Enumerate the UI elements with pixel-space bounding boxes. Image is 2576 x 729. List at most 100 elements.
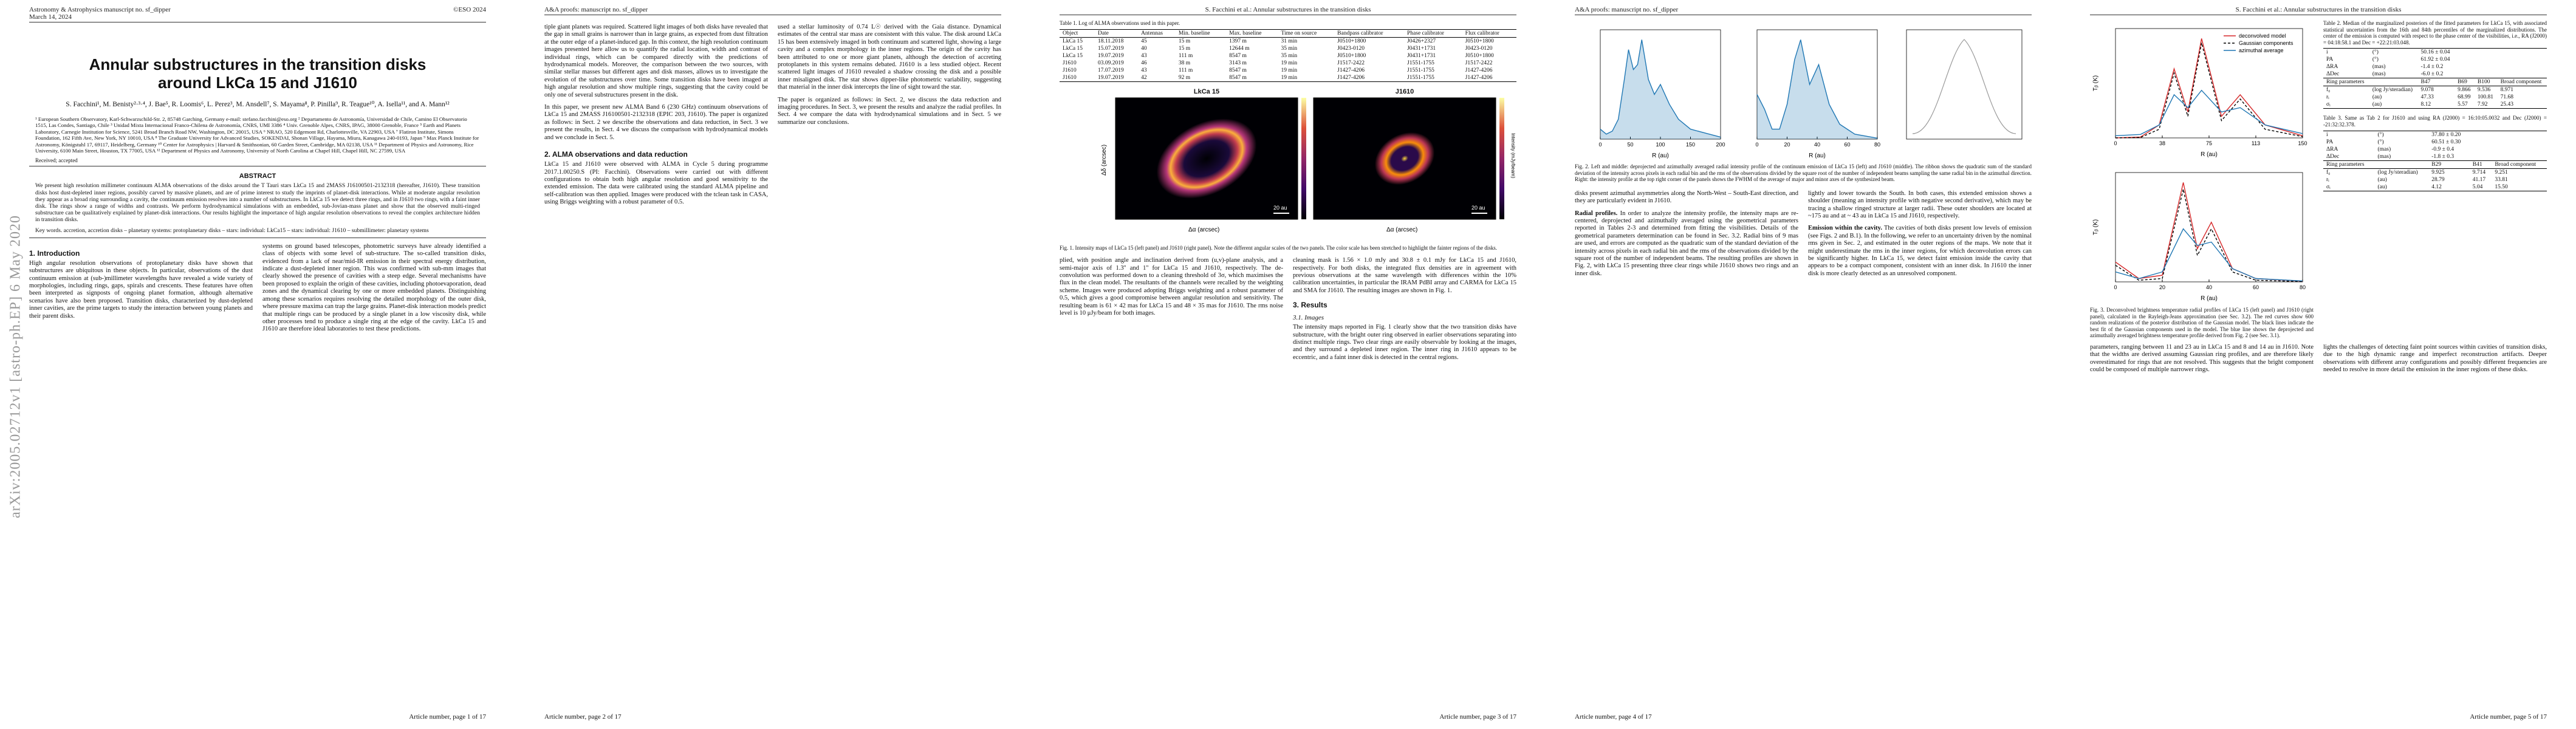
running-header: Astronomy & Astrophysics manuscript no. …: [29, 6, 486, 22]
running-header: S. Facchini et al.: Annular substructure…: [2090, 6, 2547, 15]
table-cell: J0431+1731: [1407, 52, 1436, 59]
table-cell: i: [2326, 131, 2328, 138]
series-line: [2115, 228, 2303, 282]
table-row: i (°) 50.16 ± 0.04: [2323, 49, 2547, 56]
table-cell: 38 m: [1178, 60, 1191, 66]
table-cell: 35 min: [1281, 52, 1298, 59]
table-cell: 92 m: [1178, 74, 1191, 81]
table-cell: 8547 m: [1229, 52, 1247, 59]
page-footer: Article number, page 4 of 17: [1575, 713, 1652, 720]
x-tick-label: 20: [1784, 142, 1790, 148]
table-cell: J0510+1800: [1465, 52, 1494, 59]
x-tick-label: 200: [1716, 142, 1725, 148]
table-cell: rᵢ: [2326, 94, 2329, 101]
table-cell: 17.07.2019: [1097, 67, 1124, 74]
paragraph-title: Emission within the cavity.: [1808, 225, 1882, 232]
table-row: LkCa 15 18.11.2018 45 15 m 1397 m 31 min J0510…: [1060, 37, 1516, 45]
j1610-params-table: i (°) 37.80 ± 0.20 PA (°) 60.51 ± 0.30 ΔRA (mas…: [2323, 130, 2547, 191]
table-cell: 25.43: [2500, 101, 2513, 108]
table-cell: -0.9 ± 0.4: [2431, 146, 2454, 152]
table-cell: 9.714: [2472, 169, 2486, 176]
table-cell: -1.4 ± 0.2: [2420, 64, 2444, 70]
table-cell: 37.80 ± 0.20: [2431, 131, 2461, 138]
section-heading: 2. ALMA observations and data reduction: [544, 150, 688, 159]
legend-label: deconvolved model: [2239, 33, 2286, 39]
received-line: Received; accepted: [35, 157, 78, 164]
running-header: A&A proofs: manuscript no. sf_dipper: [1575, 6, 2032, 15]
x-axis-label: R (au): [2201, 295, 2218, 302]
table-cell: J0426+2327: [1407, 38, 1436, 44]
table-cell: 9.866: [2458, 87, 2471, 94]
affiliations: ¹ European Southern Observatory, Karl-Sc…: [35, 116, 479, 154]
copyright: ©ESO 2024: [453, 6, 486, 13]
page-2: A&A proofs: manuscript no. sf_dipper tip…: [515, 0, 1030, 729]
series-line: [2115, 38, 2303, 139]
section-heading: 1. Introduction: [29, 248, 80, 258]
body-text: parameters, ranging between 11 and 23 au…: [2090, 343, 2314, 374]
table-header-cell: B47: [2420, 79, 2431, 86]
table-cell: 8547 m: [1229, 74, 1247, 81]
table-cell: J1427-4206: [1337, 74, 1365, 81]
table-row: LkCa 15 15.07.2019 40 15 m 12644 m 35 min J042…: [1060, 45, 1516, 52]
table-cell: 18.11.2018: [1097, 38, 1124, 44]
table-cell: 71.68: [2500, 94, 2513, 101]
page-footer: Article number, page 3 of 17: [1439, 713, 1516, 720]
colorbar: [1499, 97, 1504, 219]
table-header-cell: Time on source: [1281, 30, 1317, 36]
table-cell: 19.07.2019: [1097, 74, 1124, 81]
table-cell: 28.79: [2431, 176, 2445, 183]
table-row: PA (°) 60.51 ± 0.30: [2323, 139, 2547, 146]
table-cell: 9.078: [2420, 87, 2434, 94]
body-text: disks present azimuthal asymmetries alon…: [1575, 190, 1798, 205]
table-header-cell: [2369, 78, 2418, 86]
series-line: [2115, 43, 2303, 139]
table-cell: PA: [2326, 139, 2334, 145]
body-text: The paper is organized as follows: in Se…: [778, 96, 1001, 126]
table-row: J1610 03.09.2019 46 38 m 3143 m 19 min J1517-2…: [1060, 60, 1516, 67]
table-cell: J1551-1755: [1407, 67, 1434, 74]
table-row: ΔDec (mas) -6.0 ± 0.2: [2323, 70, 2547, 78]
table3-caption: Table 3. Same as Tab 2 for J1610 and usi…: [2323, 115, 2547, 128]
series-line: [2115, 189, 2303, 282]
table-cell: 15.50: [2495, 183, 2508, 190]
table-cell: 47.33: [2420, 94, 2434, 101]
table-cell: 7.92: [2477, 101, 2488, 108]
table-cell: 19.07.2019: [1097, 52, 1124, 59]
body-text: cleaning mask is 1.56 × 1.0 mJy and 30.8…: [1293, 257, 1516, 294]
x-tick-label: 60: [2253, 284, 2259, 290]
table-cell: σᵢ: [2326, 183, 2331, 190]
table-cell: 35 min: [1281, 45, 1298, 52]
series-band: [1600, 39, 1721, 140]
table-cell: 03.09.2019: [1097, 60, 1124, 66]
table-cell: J1610: [1063, 60, 1077, 66]
table-header-cell: Date: [1097, 30, 1109, 36]
body-text: tiple giant planets was required. Scatte…: [544, 24, 768, 98]
table-cell: (°): [2377, 139, 2384, 145]
table-header-cell: Broad component: [2500, 79, 2542, 86]
table-cell: 31 min: [1281, 38, 1298, 44]
arxiv-stamp: arXiv:2005.02712v1 [astro-ph.EP] 6 May 2…: [7, 215, 24, 518]
table-cell: (au): [2372, 101, 2382, 108]
x-tick-label: 40: [1814, 142, 1820, 148]
table-row: ΔDec (mas) -1.8 ± 0.3: [2323, 153, 2547, 161]
panel-title: J1610: [1395, 87, 1414, 95]
x-tick-label: 113: [2252, 140, 2260, 146]
x-tick-label: 75: [2206, 140, 2212, 146]
table-cell: (mas): [2377, 153, 2391, 160]
table-cell: J0510+1800: [1465, 38, 1494, 44]
body-text: The intensity maps reported in Fig. 1 cl…: [1293, 324, 1516, 361]
table-cell: J0431+1731: [1407, 45, 1436, 52]
series-line: [1600, 39, 1721, 138]
x-axis-label: R (au): [1652, 152, 1669, 159]
table-cell: 45: [1141, 38, 1147, 44]
table-row: LkCa 15 19.07.2019 43 111 m 8547 m 35 min J051…: [1060, 52, 1516, 60]
table-row: PA (°) 61.92 ± 0.04: [2323, 56, 2547, 63]
x-tick-label: 80: [1874, 142, 1880, 148]
table-header-cell: B100: [2477, 79, 2490, 86]
table-header-cell: Broad component: [2495, 161, 2537, 168]
body-text: lightly and lower towards the South. In …: [1808, 190, 2032, 219]
table-cell: 33.81: [2495, 176, 2508, 183]
table-row: J1610 19.07.2019 42 92 m 8547 m 19 min J1427-4…: [1060, 74, 1516, 82]
x-tick-label: 50: [1627, 142, 1633, 148]
abstract-heading: ABSTRACT: [239, 173, 276, 180]
